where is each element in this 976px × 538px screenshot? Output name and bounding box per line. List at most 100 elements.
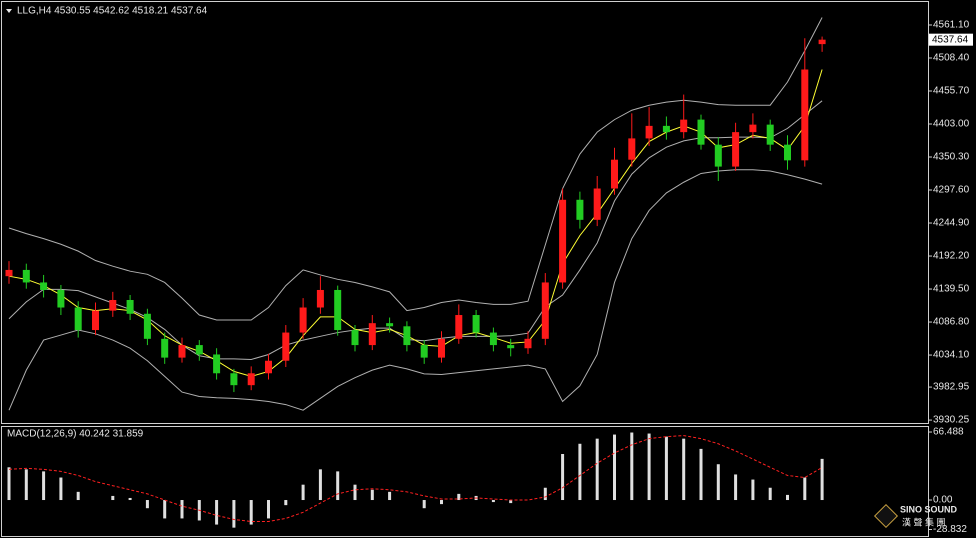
candle-body — [524, 338, 532, 349]
candle-body — [541, 282, 549, 339]
macd-bar — [440, 500, 443, 505]
candle-body — [368, 323, 376, 346]
macd-bar — [491, 500, 495, 503]
candle-body — [732, 132, 740, 167]
y-tick-label: 3930.25 — [933, 415, 970, 426]
y-tick-label: 4350.30 — [933, 152, 970, 163]
candle-body — [438, 338, 445, 358]
candle-body — [92, 310, 99, 331]
macd-bar — [128, 497, 132, 501]
macd-bar — [318, 469, 322, 501]
candle-body — [680, 119, 688, 133]
y-tick-label: 4034.10 — [933, 350, 970, 361]
macd-bar — [509, 500, 513, 504]
macd-bar — [803, 477, 807, 501]
logo: SINO SOUND 漢 聲 集 團 — [873, 503, 958, 529]
candle-body — [316, 289, 324, 308]
candle-body — [22, 269, 30, 283]
macd-bar — [820, 458, 824, 501]
candle-body — [507, 345, 515, 349]
macd-bar — [249, 500, 253, 525]
macd-bar — [716, 464, 720, 501]
y-tick-label: 4508.40 — [933, 53, 970, 64]
candle-body — [178, 345, 186, 358]
macd-bar — [180, 500, 184, 519]
macd-bar — [370, 489, 374, 501]
candle-body — [662, 125, 670, 133]
price-label-box — [929, 33, 973, 46]
candle-body — [403, 326, 411, 346]
macd-bar — [215, 500, 219, 525]
macd-bar — [111, 495, 115, 501]
y-tick-label: 4244.90 — [933, 218, 970, 229]
candle-body — [334, 289, 342, 331]
y-tick-label: 4086.80 — [933, 317, 970, 328]
y-tick-label: 4139.50 — [933, 284, 970, 295]
signal-line — [8, 435, 823, 522]
macd-bar — [786, 494, 789, 501]
candle-body — [213, 354, 221, 374]
y-tick-label: 4297.60 — [933, 185, 970, 196]
candle-body — [784, 144, 791, 161]
price-label: 4537.64 — [932, 34, 969, 45]
candle-body — [749, 124, 757, 133]
candle-body — [40, 282, 48, 290]
macd-bar — [336, 471, 340, 501]
y-tick-label: 4455.70 — [933, 86, 970, 97]
macd-bar — [284, 500, 288, 506]
macd-bar — [699, 448, 703, 501]
macd-bar — [59, 477, 63, 501]
candle-body — [282, 332, 290, 361]
candle-body — [766, 124, 774, 145]
macd-bar — [682, 438, 686, 501]
macd-bar — [353, 484, 357, 501]
candle-body — [818, 39, 826, 45]
y-tick-label: 4561.10 — [933, 20, 970, 31]
macd-bar — [768, 487, 772, 501]
candle-body — [195, 345, 203, 355]
candle-body — [126, 299, 134, 314]
macd-bar — [145, 500, 149, 509]
candle-body — [161, 338, 169, 358]
candle-body — [265, 360, 272, 374]
macd-bar — [595, 438, 599, 501]
y-tick-label: 4403.00 — [933, 119, 970, 130]
macd-bar — [457, 493, 461, 501]
candle-body — [420, 345, 428, 358]
candle-body — [697, 119, 705, 145]
candle-body — [455, 315, 463, 339]
macd-bar — [422, 500, 426, 509]
macd-bar — [301, 484, 305, 501]
menu-arrow — [6, 9, 12, 13]
candle-body — [611, 159, 618, 189]
candle-body — [109, 299, 117, 311]
macd-bar — [163, 500, 167, 519]
macd-bar — [630, 432, 634, 501]
candle-body — [576, 199, 584, 220]
macd-bar — [664, 436, 668, 501]
candle-body — [472, 315, 480, 333]
logo-icon — [873, 503, 899, 529]
y-tick-label: 0.00 — [933, 495, 953, 506]
macd-bar — [76, 491, 80, 501]
logo-text: SINO SOUND — [900, 504, 958, 514]
macd-frame — [1, 426, 929, 537]
macd-bar — [388, 491, 392, 501]
candle-body — [645, 125, 653, 139]
macd-bar — [751, 479, 755, 501]
macd-title: MACD(12,26,9) 40.242 31.859 — [7, 429, 144, 440]
macd-bar — [24, 469, 28, 501]
y-tick-label: -28.832 — [933, 524, 967, 535]
macd-bar — [613, 434, 616, 501]
macd-bar — [42, 471, 46, 501]
macd-bar — [647, 433, 651, 501]
y-tick-label: 66.488 — [933, 427, 964, 438]
candle-body — [489, 332, 497, 346]
candle-body — [628, 138, 636, 160]
candle-body — [593, 188, 601, 220]
macd-bar — [578, 443, 582, 501]
y-tick-label: 3982.95 — [933, 382, 970, 393]
chart-title: LLG,H4 4530.55 4542.62 4518.21 4537.64 — [17, 6, 208, 17]
main-frame — [1, 1, 929, 424]
